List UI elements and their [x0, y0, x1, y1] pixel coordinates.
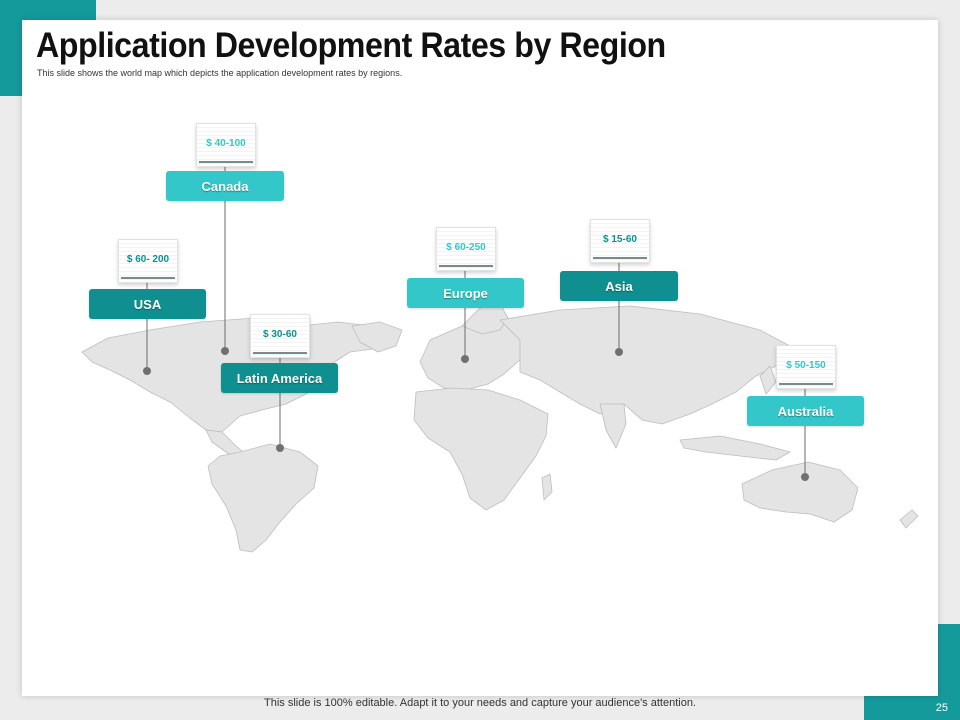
scandinavia-landmass: [461, 303, 509, 335]
marker-dot-asia: [615, 348, 623, 356]
region-label-asia: Asia: [560, 271, 678, 301]
marker-dot-australia: [801, 473, 809, 481]
new-zealand-landmass: [899, 509, 919, 529]
rate-tag-usa: $ 60- 200: [118, 239, 178, 283]
region-label-australia: Australia: [747, 396, 864, 426]
greenland-landmass: [351, 321, 403, 353]
region-label-europe: Europe: [407, 278, 524, 308]
marker-dot-usa: [143, 367, 151, 375]
rate-tag-canada: $ 40-100: [196, 123, 256, 167]
rate-tag-europe: $ 60-250: [436, 227, 496, 271]
footer-note: This slide is 100% editable. Adapt it to…: [264, 697, 696, 709]
page-title: Application Development Rates by Region: [36, 26, 666, 65]
australia-landmass: [741, 461, 859, 523]
rate-tag-latin-america: $ 30-60: [250, 314, 310, 358]
region-label-usa: USA: [89, 289, 206, 319]
rate-tag-australia: $ 50-150: [776, 345, 836, 389]
region-label-canada: Canada: [166, 171, 284, 201]
india-landmass: [599, 403, 627, 449]
africa-landmass: [413, 387, 549, 511]
marker-dot-europe: [461, 355, 469, 363]
asia-landmass: [499, 305, 791, 425]
europe-landmass: [419, 319, 521, 391]
marker-dot-canada: [221, 347, 229, 355]
region-label-latin-america: Latin America: [221, 363, 338, 393]
page-number: 25: [935, 702, 948, 714]
south-america-landmass: [207, 443, 319, 553]
page-subtitle: This slide shows the world map which dep…: [37, 68, 403, 78]
madagascar-landmass: [541, 473, 553, 501]
indonesia-landmass: [679, 435, 791, 461]
rate-tag-asia: $ 15-60: [590, 219, 650, 263]
marker-dot-latin-america: [276, 444, 284, 452]
